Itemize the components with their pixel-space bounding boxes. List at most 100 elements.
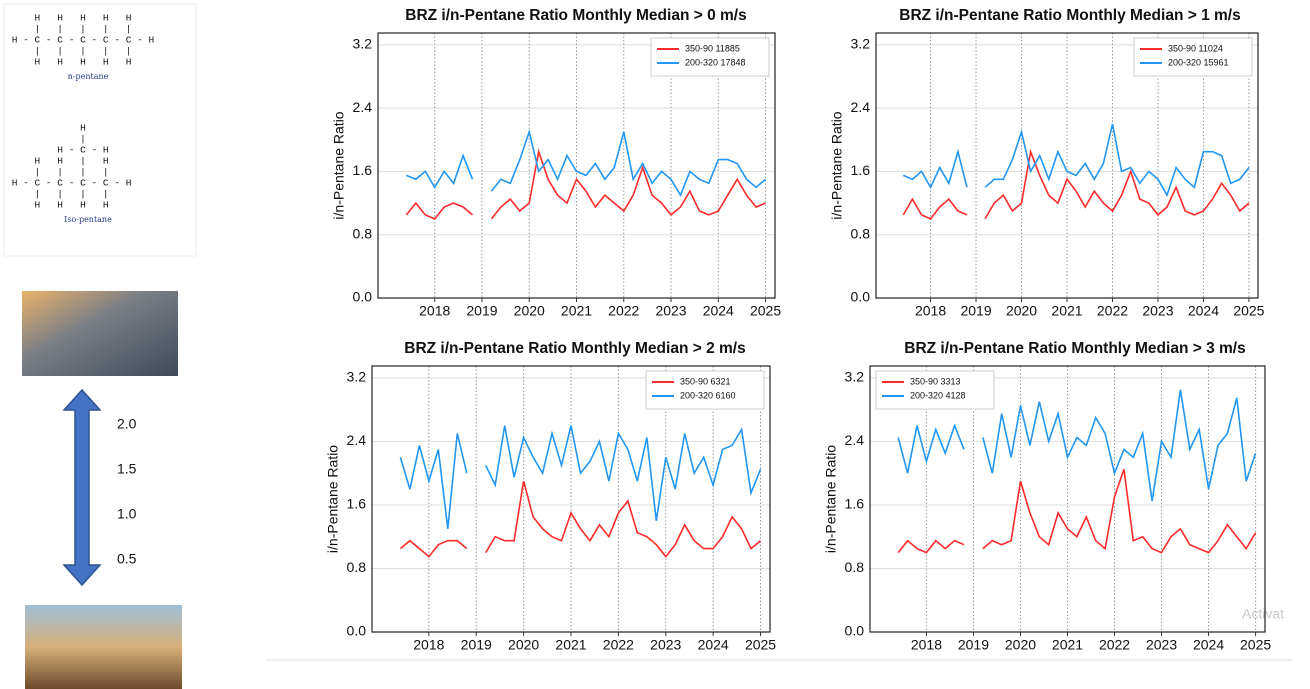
x-tick-label: 2024 bbox=[698, 637, 729, 653]
y-tick-label: 2.4 bbox=[845, 432, 865, 448]
x-tick-label: 2020 bbox=[514, 303, 545, 319]
x-tick-label: 2023 bbox=[655, 303, 686, 319]
x-tick-label: 2025 bbox=[1233, 303, 1264, 319]
y-tick-label: 2.4 bbox=[851, 99, 871, 115]
x-tick-label: 2022 bbox=[608, 303, 639, 319]
x-tick-label: 2023 bbox=[650, 637, 681, 653]
x-tick-label: 2021 bbox=[555, 637, 586, 653]
molecule-atoms: H H H H H bbox=[6, 13, 131, 24]
y-tick-label: 3.2 bbox=[845, 369, 865, 385]
molecule-atoms: H - C - H bbox=[6, 145, 109, 156]
legend-label: 200-320 4128 bbox=[910, 390, 966, 400]
scale-label: 2.0 bbox=[117, 416, 137, 432]
x-tick-label: 2021 bbox=[561, 303, 592, 319]
x-tick-label: 2019 bbox=[466, 303, 497, 319]
y-axis-label: i/n-Pentane Ratio bbox=[823, 445, 839, 553]
plot-frame bbox=[875, 32, 1259, 299]
molecule-atoms: | bbox=[6, 134, 86, 145]
chart-title: BRZ i/n-Pentane Ratio Monthly Median > 1… bbox=[899, 7, 1240, 24]
x-tick-label: 2021 bbox=[1051, 303, 1082, 319]
y-tick-label: 0.0 bbox=[353, 289, 373, 305]
y-tick-label: 3.2 bbox=[353, 36, 373, 52]
molecule-atoms: | | | | | bbox=[6, 46, 131, 57]
plot-frame bbox=[869, 365, 1266, 633]
y-axis-label: i/n-Pentane Ratio bbox=[331, 111, 347, 219]
x-tick-label: 2022 bbox=[1099, 637, 1130, 653]
plot-frame bbox=[377, 32, 776, 299]
series-line bbox=[897, 389, 1257, 502]
series-line bbox=[405, 148, 766, 220]
y-tick-label: 0.8 bbox=[845, 559, 865, 575]
molecule-panel bbox=[3, 3, 197, 257]
legend-box bbox=[875, 370, 995, 410]
x-tick-label: 2023 bbox=[1142, 303, 1173, 319]
molecule-atoms: | | | | bbox=[6, 167, 109, 178]
molecule-atoms: H H H H bbox=[6, 200, 109, 211]
chart-title: BRZ i/n-Pentane Ratio Monthly Median > 0… bbox=[405, 7, 746, 24]
series-line bbox=[902, 123, 1250, 198]
y-tick-label: 0.8 bbox=[347, 559, 367, 575]
y-axis-label: i/n-Pentane Ratio bbox=[325, 445, 341, 553]
chart-title: BRZ i/n-Pentane Ratio Monthly Median > 2… bbox=[404, 340, 745, 357]
molecule-atoms: | | | | | bbox=[6, 24, 131, 35]
series-line bbox=[902, 148, 1250, 220]
legend-label: 200-320 17848 bbox=[685, 57, 746, 67]
x-tick-label: 2024 bbox=[1193, 637, 1224, 653]
x-tick-label: 2022 bbox=[603, 637, 634, 653]
series-line bbox=[897, 468, 1257, 554]
x-tick-label: 2019 bbox=[960, 303, 991, 319]
x-tick-label: 2018 bbox=[915, 303, 946, 319]
legend-label: 200-320 15961 bbox=[1168, 57, 1229, 67]
y-tick-label: 1.6 bbox=[353, 162, 373, 178]
y-tick-label: 1.6 bbox=[347, 496, 367, 512]
legend-box bbox=[645, 370, 765, 410]
y-axis-label: i/n-Pentane Ratio bbox=[829, 111, 845, 219]
x-tick-label: 2025 bbox=[1240, 637, 1271, 653]
y-tick-label: 0.0 bbox=[347, 623, 367, 639]
molecule-atoms: | | | | bbox=[6, 189, 109, 200]
y-tick-label: 3.2 bbox=[851, 36, 871, 52]
series-line bbox=[406, 129, 767, 198]
y-tick-label: 3.2 bbox=[347, 369, 367, 385]
molecule-label: Iso-pentane bbox=[64, 215, 112, 224]
y-tick-label: 2.4 bbox=[347, 432, 367, 448]
x-tick-label: 2019 bbox=[958, 637, 989, 653]
y-tick-label: 0.8 bbox=[851, 225, 871, 241]
x-tick-label: 2020 bbox=[508, 637, 539, 653]
y-tick-label: 0.0 bbox=[845, 623, 865, 639]
x-tick-label: 2025 bbox=[745, 637, 776, 653]
molecule-atoms: H H H H H bbox=[6, 57, 131, 68]
traffic-image bbox=[22, 291, 178, 376]
plot-frame bbox=[371, 365, 771, 633]
legend-label: 200-320 6160 bbox=[680, 390, 736, 400]
legend-label: 350-90 11885 bbox=[685, 43, 740, 53]
x-tick-label: 2019 bbox=[461, 637, 492, 653]
molecule-label: n-pentane bbox=[68, 72, 109, 81]
scale-label: 1.0 bbox=[117, 506, 137, 522]
double-arrow bbox=[62, 388, 102, 587]
x-tick-label: 2022 bbox=[1097, 303, 1128, 319]
x-tick-label: 2025 bbox=[750, 303, 781, 319]
x-tick-label: 2024 bbox=[703, 303, 734, 319]
molecule-atoms: H H | H bbox=[6, 156, 109, 167]
x-tick-label: 2024 bbox=[1188, 303, 1219, 319]
legend-label: 350-90 6321 bbox=[680, 376, 731, 386]
molecule-atoms: H - C - C - C - C - C - H bbox=[6, 35, 154, 46]
y-tick-label: 2.4 bbox=[353, 99, 373, 115]
molecule-atoms: H - C - C - C - C - H bbox=[6, 178, 131, 189]
oil-pump-image bbox=[25, 605, 182, 689]
legend-label: 350-90 3313 bbox=[910, 376, 961, 386]
scale-label: 0.5 bbox=[117, 551, 137, 567]
series-line bbox=[399, 480, 762, 558]
x-tick-label: 2018 bbox=[419, 303, 450, 319]
y-tick-label: 1.6 bbox=[851, 162, 871, 178]
x-tick-label: 2018 bbox=[413, 637, 444, 653]
y-tick-label: 0.0 bbox=[851, 289, 871, 305]
x-tick-label: 2023 bbox=[1146, 637, 1177, 653]
legend-box bbox=[1133, 37, 1253, 77]
legend-label: 350-90 11024 bbox=[1168, 43, 1223, 53]
watermark: Activat bbox=[1242, 606, 1284, 622]
scale-label: 1.5 bbox=[117, 461, 137, 477]
y-tick-label: 1.6 bbox=[845, 496, 865, 512]
